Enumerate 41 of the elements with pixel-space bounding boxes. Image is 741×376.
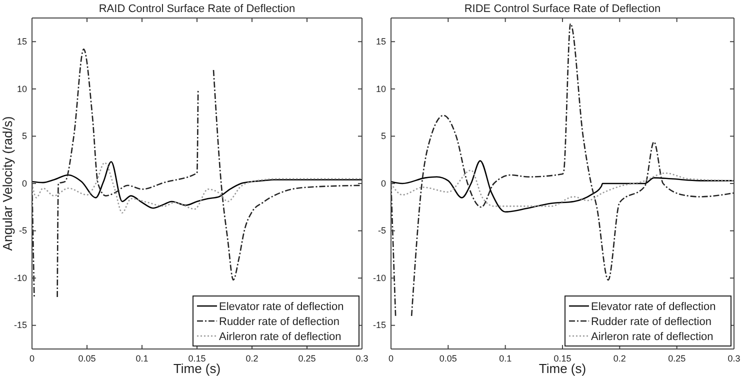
legend-label: Elevator rate of deflection <box>591 301 716 313</box>
y-tick-label: 15 <box>16 36 27 47</box>
legend-label: Airleron rate of deflection <box>591 331 714 343</box>
x-tick-label: 0 <box>29 353 35 364</box>
x-tick-label: 0.2 <box>246 353 258 364</box>
line-series <box>391 160 734 213</box>
x-tick-label: 0.1 <box>136 353 148 364</box>
x-tick-label: 0.25 <box>298 353 316 364</box>
y-tick-label: -10 <box>14 272 27 283</box>
y-tick-label: 5 <box>22 131 27 142</box>
x-axis-title: Time (s) <box>538 361 586 376</box>
x-axis-title: Time (s) <box>173 361 221 376</box>
x-tick-label: 0.3 <box>728 353 740 364</box>
y-tick-label: -15 <box>14 320 27 330</box>
x-tick-label: 0.05 <box>78 353 96 364</box>
legend-label: Elevator rate of deflection <box>219 301 344 313</box>
legend-label: Rudder rate of deflection <box>219 316 340 328</box>
x-tick-label: 0.1 <box>499 353 512 364</box>
x-tick-label: 0.15 <box>188 353 206 364</box>
line-series <box>391 170 734 207</box>
x-tick-label: 0.2 <box>613 353 626 364</box>
y-tick-label: 0 <box>380 178 386 188</box>
y-tick-label: -15 <box>372 320 386 330</box>
x-tick-label: 0.3 <box>356 353 368 364</box>
y-tick-label: 10 <box>16 84 27 94</box>
y-tick-label: 5 <box>380 131 386 142</box>
legend-label: Rudder rate of deflection <box>591 316 712 328</box>
y-tick-label: 0 <box>22 178 27 188</box>
y-tick-label: -5 <box>18 226 27 236</box>
x-tick-label: 0.05 <box>439 353 457 364</box>
chart-title: RIDE Control Surface Rate of Deflection <box>464 3 661 15</box>
x-tick-label: 0 <box>388 353 394 364</box>
y-tick-label: -10 <box>372 272 386 283</box>
legend-label: Airleron rate of deflection <box>219 331 342 343</box>
x-tick-label: 0.25 <box>668 353 686 364</box>
chart-title: RAID Control Surface Rate of Deflection <box>98 3 296 15</box>
y-tick-label: 10 <box>376 84 386 94</box>
y-tick-label: -5 <box>378 226 386 236</box>
y-axis-title: Angular Velocity (rad/s) <box>0 116 15 251</box>
x-tick-label: 0.15 <box>554 353 572 364</box>
y-tick-label: 15 <box>376 36 386 47</box>
